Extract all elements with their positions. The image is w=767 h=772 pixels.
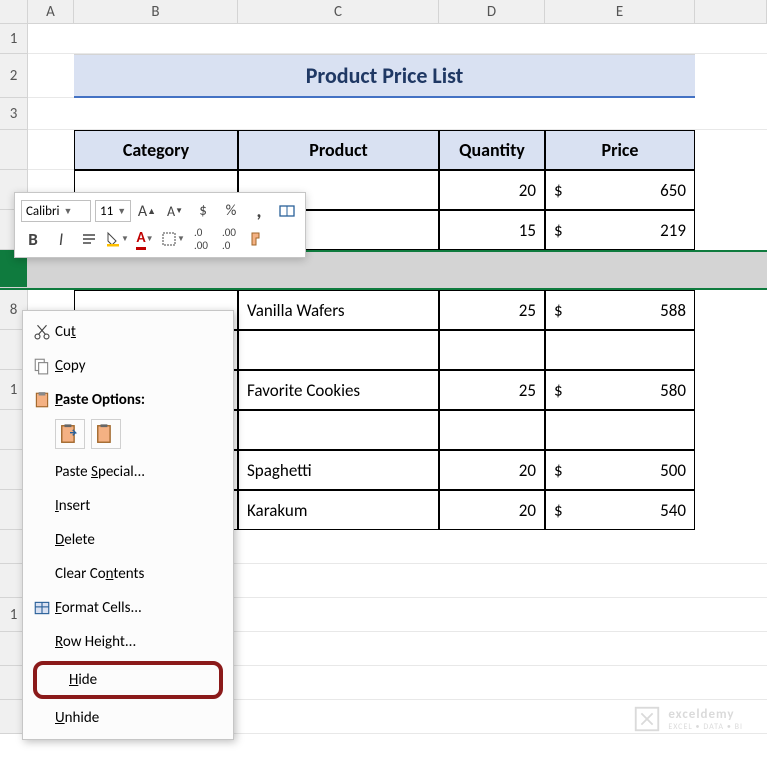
copy-icon bbox=[29, 357, 55, 375]
currency-icon[interactable]: $ bbox=[191, 199, 215, 223]
ctx-unhide[interactable]: Unhide bbox=[23, 701, 233, 735]
grow-font-icon[interactable]: A▲ bbox=[135, 199, 159, 223]
mini-toolbar: Calibri▼ 11▼ A▲ A▼ $ % , B I ▼ A▼ ▼ .0.0… bbox=[14, 192, 306, 258]
paste-all-button[interactable] bbox=[55, 419, 85, 449]
fill-color-icon[interactable]: ▼ bbox=[105, 227, 129, 251]
format-painter-icon[interactable] bbox=[245, 227, 269, 251]
col-header-a[interactable]: A bbox=[28, 0, 74, 23]
decrease-decimal-icon[interactable]: .00.0 bbox=[217, 227, 241, 251]
align-icon[interactable] bbox=[77, 227, 101, 251]
col-header-d[interactable]: D bbox=[439, 0, 545, 23]
ctx-insert[interactable]: Insert bbox=[23, 489, 233, 523]
ctx-copy[interactable]: Copy bbox=[23, 349, 233, 383]
comma-icon[interactable]: , bbox=[247, 199, 271, 223]
col-header-b[interactable]: B bbox=[74, 0, 238, 23]
th-quantity[interactable]: Quantity bbox=[439, 130, 545, 170]
ctx-hide[interactable]: Hide bbox=[37, 665, 219, 695]
border-icon[interactable]: ▼ bbox=[161, 227, 185, 251]
font-selector[interactable]: Calibri▼ bbox=[21, 200, 91, 222]
paste-icon bbox=[29, 391, 55, 409]
font-color-icon[interactable]: A▼ bbox=[133, 227, 157, 251]
watermark: exceldemy EXCEL • DATA • BI bbox=[632, 704, 743, 734]
ctx-row-height[interactable]: Row Height... bbox=[23, 625, 233, 659]
italic-icon[interactable]: I bbox=[49, 227, 73, 251]
row-header-4[interactable] bbox=[0, 130, 28, 170]
th-price[interactable]: Price bbox=[545, 130, 695, 170]
shrink-font-icon[interactable]: A▼ bbox=[163, 199, 187, 223]
ctx-paste-options: Paste Options: bbox=[23, 383, 233, 417]
format-cells-icon bbox=[29, 599, 55, 617]
th-category[interactable]: Category bbox=[74, 130, 238, 170]
merge-icon[interactable] bbox=[275, 199, 299, 223]
percent-icon[interactable]: % bbox=[219, 199, 243, 223]
ctx-clear-contents[interactable]: Clear Contents bbox=[23, 557, 233, 591]
title-cell[interactable]: Product Price List bbox=[74, 54, 695, 98]
ctx-cut[interactable]: Cut bbox=[23, 315, 233, 349]
select-all-corner[interactable] bbox=[0, 0, 28, 23]
page-title: Product Price List bbox=[306, 62, 464, 89]
fontsize-selector[interactable]: 11▼ bbox=[95, 200, 131, 222]
row-header-2[interactable]: 2 bbox=[0, 54, 28, 98]
paste-values-button[interactable] bbox=[91, 419, 121, 449]
cut-icon bbox=[29, 323, 55, 341]
row-header-3[interactable]: 3 bbox=[0, 98, 28, 130]
ctx-delete[interactable]: Delete bbox=[23, 523, 233, 557]
context-menu: Cut Copy Paste Options: Paste Special...… bbox=[22, 310, 234, 740]
ctx-paste-special[interactable]: Paste Special... bbox=[23, 455, 233, 489]
bold-icon[interactable]: B bbox=[21, 227, 45, 251]
row-header-1[interactable]: 1 bbox=[0, 24, 28, 54]
ctx-format-cells[interactable]: Format Cells... bbox=[23, 591, 233, 625]
col-header-rest[interactable] bbox=[695, 0, 767, 23]
col-header-e[interactable]: E bbox=[545, 0, 695, 23]
increase-decimal-icon[interactable]: .0.00 bbox=[189, 227, 213, 251]
column-headers[interactable]: A B C D E bbox=[0, 0, 767, 24]
col-header-c[interactable]: C bbox=[238, 0, 439, 23]
th-product[interactable]: Product bbox=[238, 130, 439, 170]
